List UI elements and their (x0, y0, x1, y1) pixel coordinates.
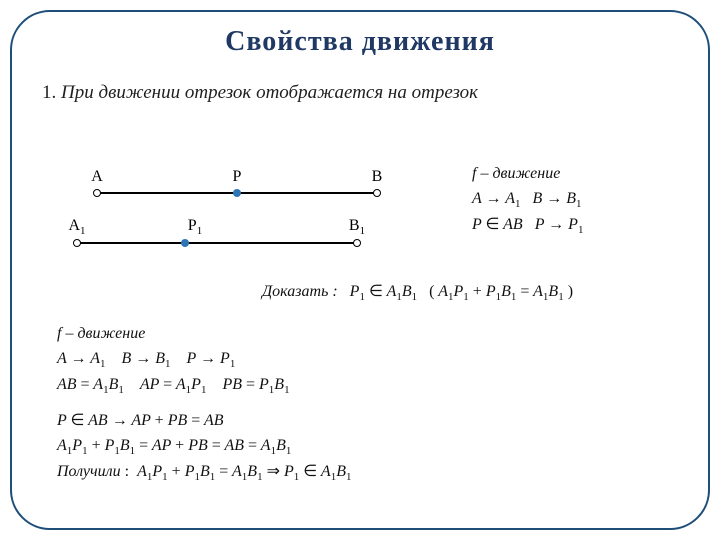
label-a1: A1 (68, 217, 85, 237)
point-p1 (181, 239, 189, 247)
statement-line: 1. При движении отрезок отображается на … (42, 82, 682, 104)
proof-block: f – движение A → A1 B → B1 P → P1 AB = A… (57, 322, 351, 487)
proof-l6: Получили : A1P1 + P1B1 = A1B1 ⇒ P1 ∈ A1B… (57, 460, 351, 486)
slide-frame: Свойства движения 1. При движении отрезо… (10, 10, 710, 530)
given-block: f – f – движениедвижение A → A1 B → B1 P… (472, 162, 583, 239)
point-a (93, 189, 101, 197)
given-l2: A → A1 B → B1 (472, 187, 583, 213)
proof-l5: A1P1 + P1B1 = AP + PB = AB = A1B1 (57, 434, 351, 460)
proof-l1: f – движение (57, 322, 351, 347)
label-a: A (91, 168, 103, 186)
point-p (233, 189, 241, 197)
prove-body: P1 ∈ A1B1 ( A1P1 + P1B1 = A1B1 ) (350, 283, 573, 300)
given-l1: f – f – движениедвижение (472, 162, 583, 187)
label-b: B (372, 168, 383, 186)
label-p1: P1 (188, 217, 202, 237)
point-b1 (353, 239, 361, 247)
point-a1 (73, 239, 81, 247)
statement-number: 1. (42, 82, 56, 103)
statement-text: При движении отрезок отображается на отр… (61, 82, 478, 103)
segment-a1b1 (77, 242, 357, 244)
spacer (57, 399, 351, 409)
proof-l3: AB = A1B1 AP = A1P1 PB = P1B1 (57, 373, 351, 399)
prove-label: Доказать : (262, 283, 338, 300)
proof-l4: P ∈ AB → AP + PB = AB (57, 409, 351, 434)
diagram: A P B A1 P1 B1 (67, 162, 397, 272)
point-b (373, 189, 381, 197)
slide-title: Свойства движения (12, 26, 708, 58)
label-b1: B1 (349, 217, 365, 237)
given-l3: P ∈ AB P → P1 (472, 213, 583, 239)
prove-block: Доказать : P1 ∈ A1B1 ( A1P1 + P1B1 = A1B… (262, 280, 573, 306)
label-p: P (233, 168, 242, 186)
proof-l2: A → A1 B → B1 P → P1 (57, 347, 351, 373)
